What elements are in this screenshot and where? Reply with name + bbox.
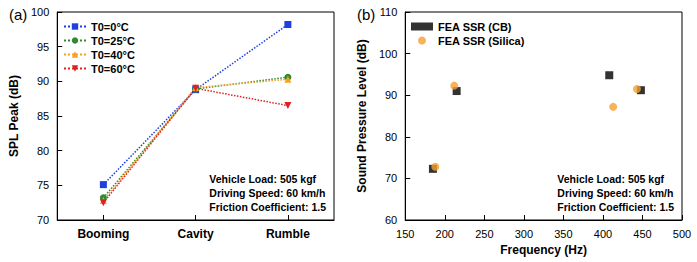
svg-text:300: 300 (515, 228, 533, 240)
svg-text:T0=0°C: T0=0°C (91, 21, 129, 33)
svg-text:450: 450 (633, 228, 651, 240)
svg-text:Driving Speed: 60 km/h: Driving Speed: 60 km/h (209, 187, 325, 199)
svg-text:Vehicle Load: 505 kgf: Vehicle Load: 505 kgf (557, 173, 664, 185)
svg-text:100: 100 (31, 6, 49, 18)
svg-text:75: 75 (37, 179, 49, 191)
svg-text:(b): (b) (357, 6, 375, 23)
svg-text:95: 95 (37, 41, 49, 53)
svg-text:85: 85 (37, 110, 49, 122)
svg-text:500: 500 (673, 228, 691, 240)
svg-text:FEA SSR (Silica): FEA SSR (Silica) (438, 35, 525, 47)
svg-text:200: 200 (436, 228, 454, 240)
svg-text:FEA SSR (CB): FEA SSR (CB) (438, 21, 512, 33)
svg-text:60: 60 (385, 214, 397, 226)
svg-text:Driving Speed: 60 km/h: Driving Speed: 60 km/h (557, 187, 673, 199)
svg-text:Friction Coefficient: 1.5: Friction Coefficient: 1.5 (557, 201, 674, 213)
svg-text:100: 100 (379, 48, 397, 60)
svg-text:90: 90 (37, 75, 49, 87)
svg-text:(a): (a) (9, 6, 27, 23)
svg-text:Cavity: Cavity (178, 227, 214, 241)
svg-text:SPL Peak (dB): SPL Peak (dB) (7, 75, 21, 157)
svg-text:T0=25°C: T0=25°C (91, 35, 135, 47)
svg-text:Vehicle Load: 505 kgf: Vehicle Load: 505 kgf (209, 173, 316, 185)
svg-text:Frequency (Hz): Frequency (Hz) (500, 243, 587, 257)
svg-text:110: 110 (380, 6, 398, 18)
svg-text:400: 400 (594, 228, 612, 240)
svg-text:250: 250 (475, 228, 493, 240)
svg-text:Rumble: Rumble (266, 227, 310, 241)
svg-text:90: 90 (385, 89, 397, 101)
svg-text:T0=40°C: T0=40°C (91, 49, 135, 61)
svg-text:80: 80 (37, 145, 49, 157)
svg-text:80: 80 (385, 131, 397, 143)
svg-text:70: 70 (37, 214, 49, 226)
svg-text:150: 150 (396, 228, 414, 240)
svg-text:350: 350 (554, 228, 572, 240)
svg-text:Sound Pressure Level (dB): Sound Pressure Level (dB) (355, 39, 369, 192)
svg-text:T0=60°C: T0=60°C (91, 63, 135, 75)
svg-text:70: 70 (385, 172, 397, 184)
svg-text:Friction Coefficient: 1.5: Friction Coefficient: 1.5 (209, 201, 326, 213)
svg-text:Booming: Booming (77, 227, 129, 241)
